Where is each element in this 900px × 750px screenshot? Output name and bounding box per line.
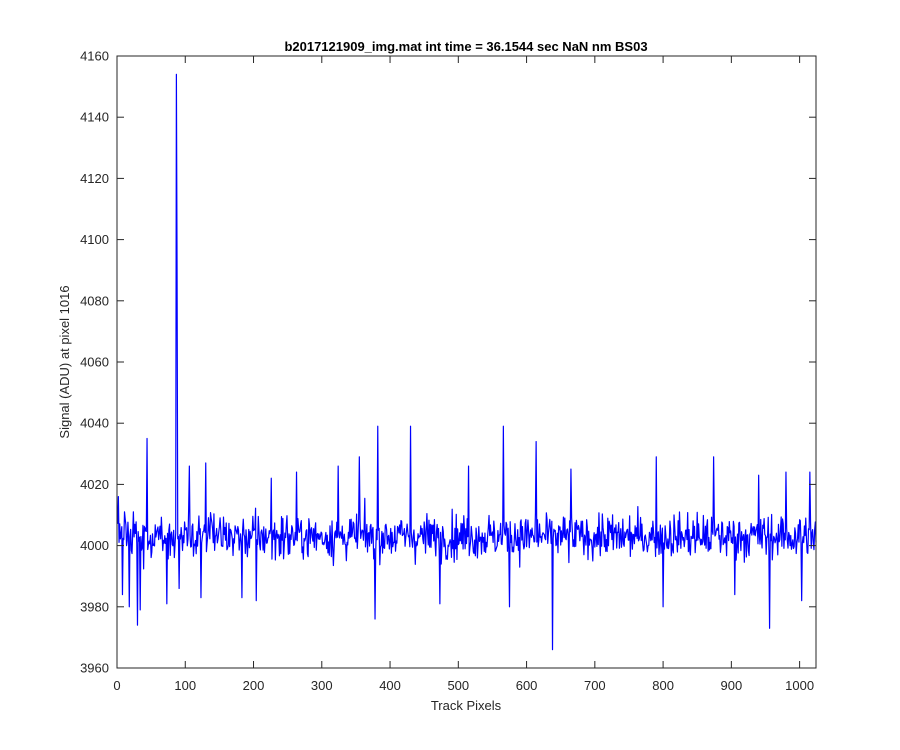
y-axis-label: Signal (ADU) at pixel 1016	[57, 285, 72, 438]
x-tick-label: 700	[584, 678, 606, 693]
x-axis-label: Track Pixels	[431, 698, 502, 713]
x-tick-label: 200	[243, 678, 265, 693]
axes-background	[117, 56, 816, 668]
y-tick-label: 4080	[80, 293, 109, 308]
x-tick-label: 300	[311, 678, 333, 693]
chart-title: b2017121909_img.mat int time = 36.1544 s…	[284, 39, 647, 54]
y-axis-ticks: 3960 3980 4000 4020 4040 4060 4080 4100 4120 4140…	[80, 49, 816, 676]
x-tick-label: 400	[379, 678, 401, 693]
x-tick-label: 500	[447, 678, 469, 693]
y-tick-label: 4020	[80, 477, 109, 492]
x-tick-label: 1000	[785, 678, 814, 693]
x-axis-ticks: 0 100 200 300 400 500 600 700 800 900 1000	[113, 56, 814, 693]
y-tick-label: 4160	[80, 49, 109, 64]
y-tick-label: 4140	[80, 110, 109, 125]
y-tick-label: 4100	[80, 232, 109, 247]
plot-area	[116, 55, 817, 669]
y-tick-label: 4000	[80, 538, 109, 553]
y-tick-label: 3980	[80, 599, 109, 614]
y-tick-label: 3960	[80, 661, 109, 676]
x-tick-label: 0	[113, 678, 120, 693]
y-tick-label: 4040	[80, 416, 109, 431]
x-tick-label: 900	[721, 678, 743, 693]
series-layer	[117, 73, 817, 651]
x-tick-label: 100	[174, 678, 196, 693]
y-tick-label: 4060	[80, 355, 109, 370]
x-tick-label: 600	[516, 678, 538, 693]
y-tick-label: 4120	[80, 171, 109, 186]
x-tick-label: 800	[652, 678, 674, 693]
series-line	[117, 73, 817, 651]
